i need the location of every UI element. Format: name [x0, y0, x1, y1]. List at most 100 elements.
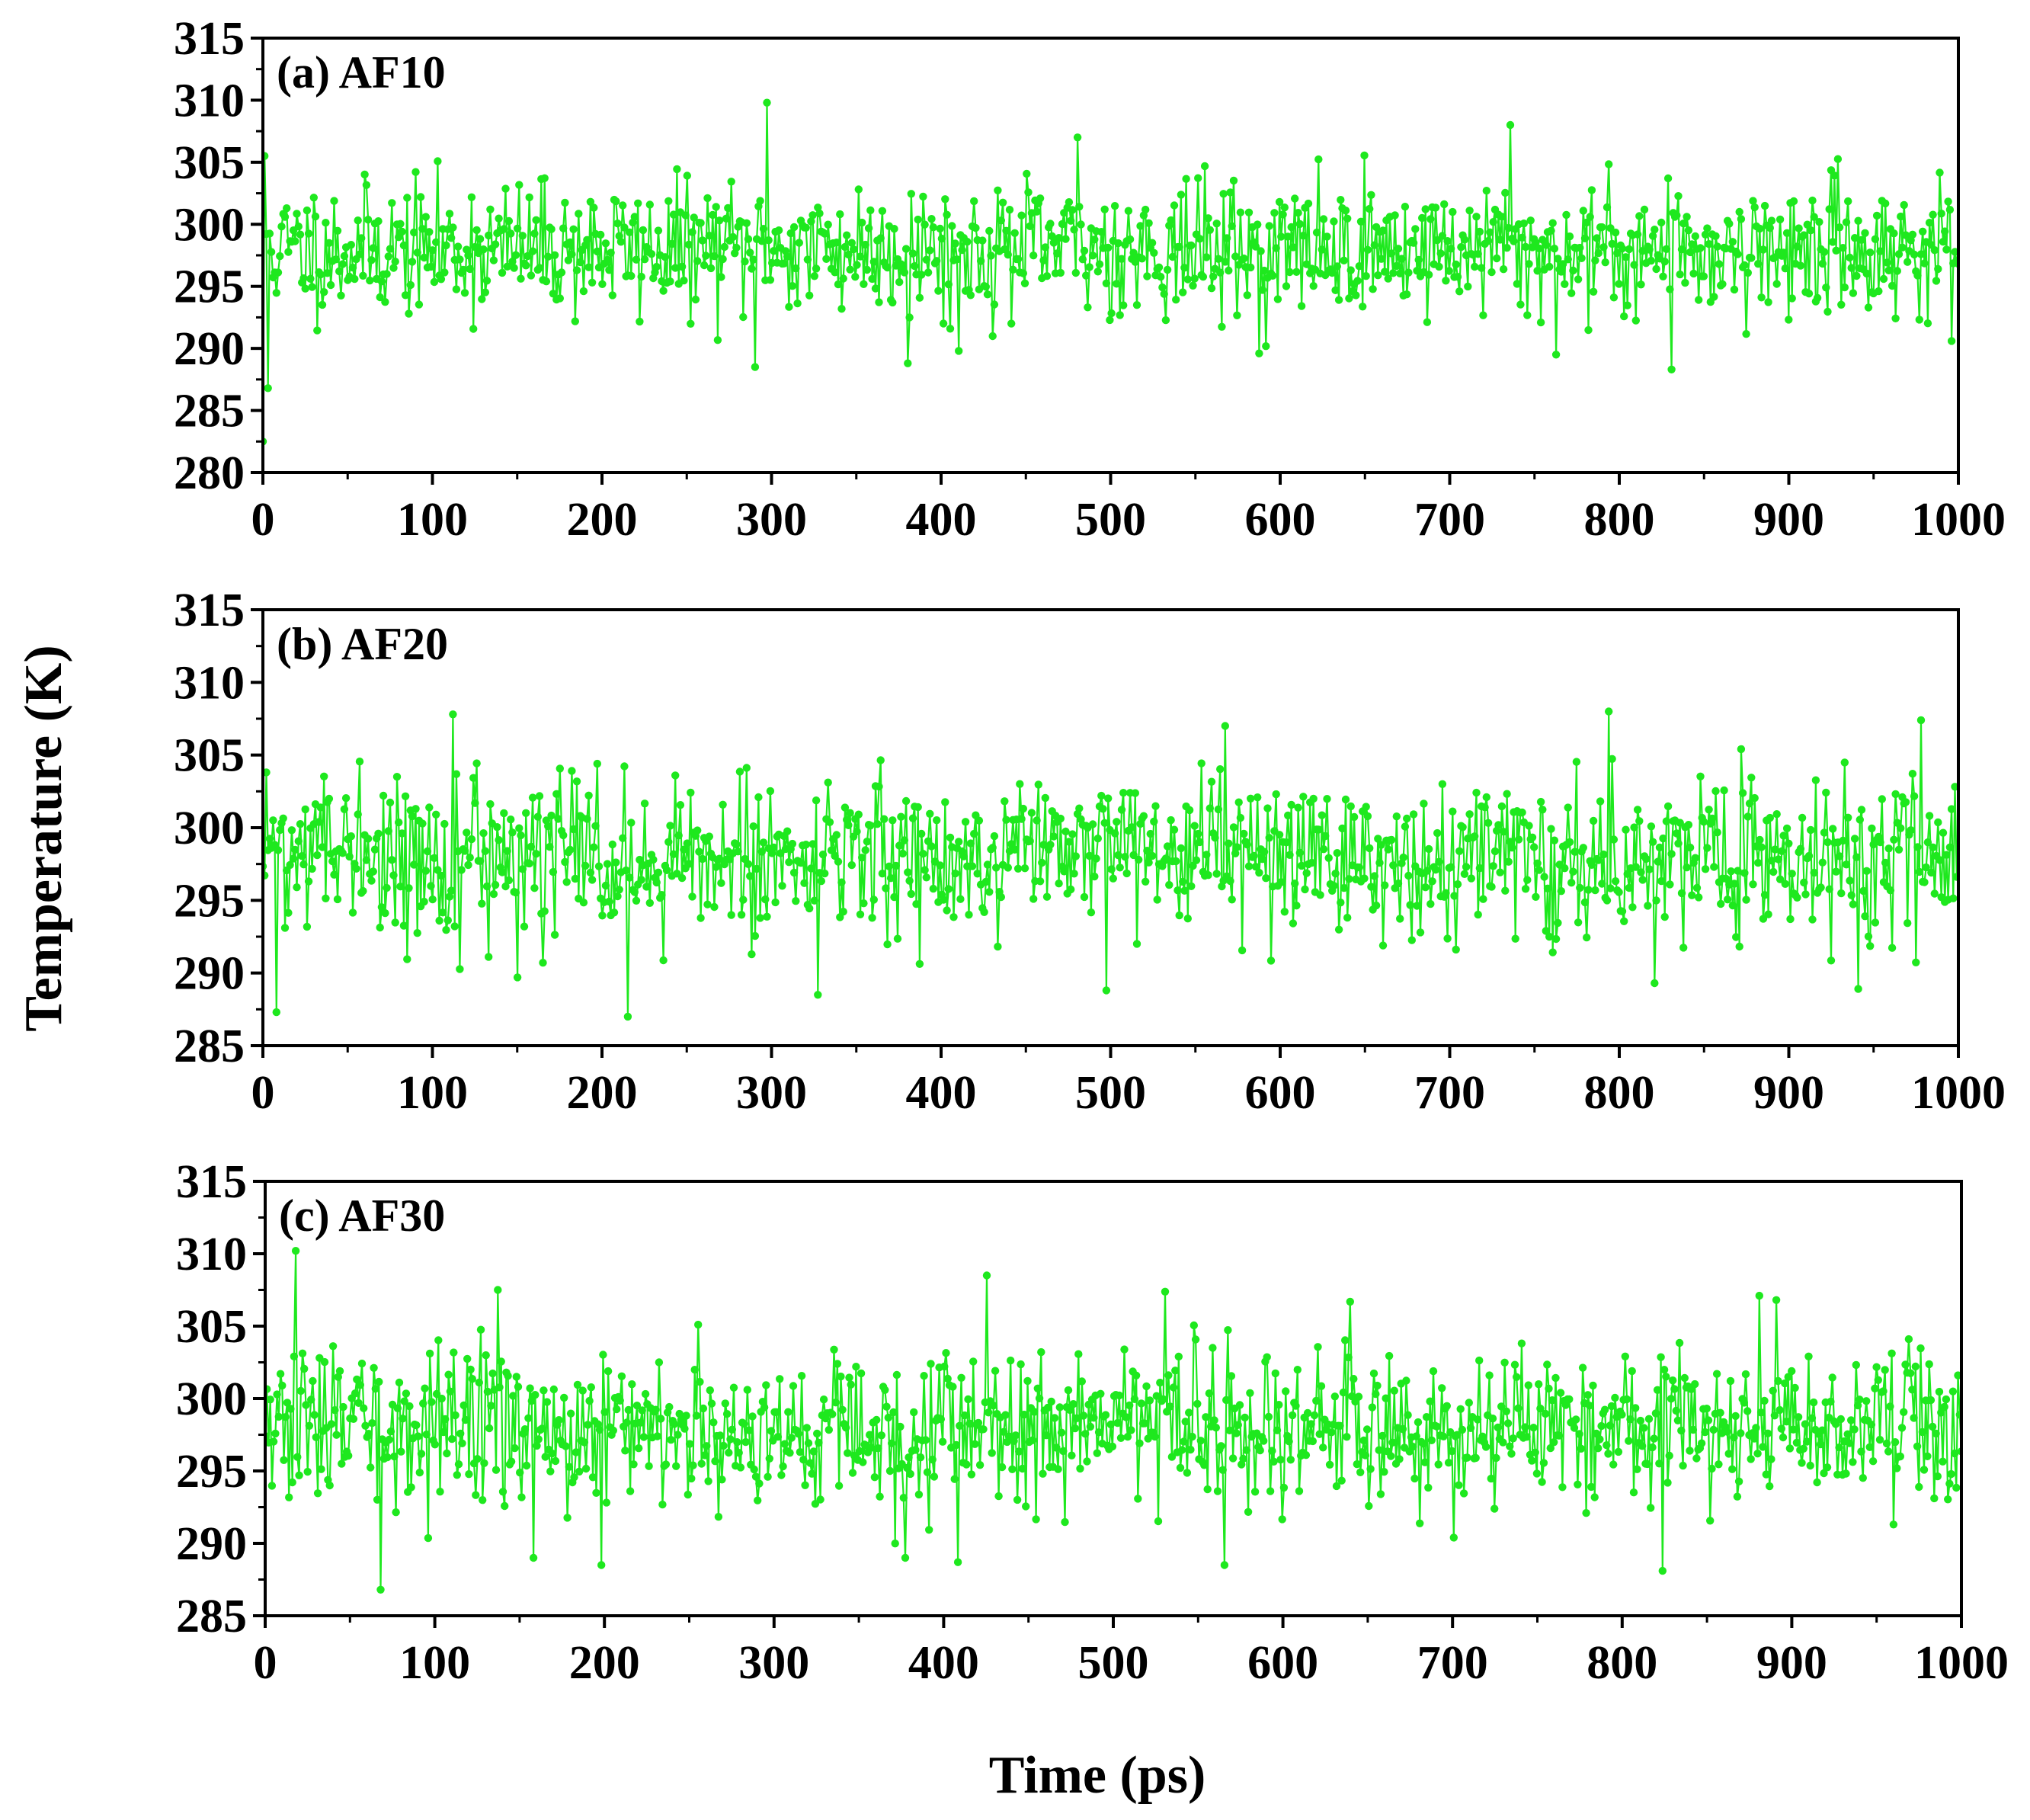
data-point — [1387, 835, 1396, 844]
data-point — [1876, 247, 1884, 255]
data-point — [1123, 1433, 1132, 1441]
data-point — [985, 1408, 993, 1417]
data-point — [777, 1471, 786, 1479]
data-point — [1706, 1517, 1715, 1525]
data-point — [1075, 804, 1084, 812]
data-point — [309, 1376, 317, 1386]
data-point — [355, 758, 364, 766]
data-point — [1262, 342, 1270, 351]
data-point — [917, 271, 926, 279]
data-point — [1660, 912, 1669, 921]
data-point — [1947, 337, 1956, 345]
data-point — [276, 825, 284, 835]
data-point — [1541, 1409, 1550, 1418]
data-point — [610, 908, 619, 917]
data-point — [1403, 814, 1411, 823]
data-point — [1275, 831, 1284, 839]
data-point — [1689, 269, 1698, 278]
data-point — [1723, 896, 1732, 904]
data-point — [1561, 280, 1569, 288]
data-point — [1945, 1479, 1954, 1488]
data-point — [1533, 859, 1542, 868]
data-point — [1471, 262, 1479, 271]
data-point — [1578, 1363, 1587, 1372]
data-point — [751, 363, 760, 371]
data-point — [301, 805, 309, 814]
data-point — [598, 912, 607, 920]
data-point — [266, 1395, 274, 1404]
data-point — [1847, 891, 1855, 899]
data-point — [1669, 1376, 1677, 1385]
data-point — [937, 1415, 946, 1424]
data-point — [848, 1469, 857, 1477]
data-point — [1207, 777, 1216, 786]
data-point — [290, 1352, 299, 1361]
data-point — [427, 882, 435, 890]
data-point — [992, 864, 1001, 872]
data-point — [1494, 821, 1503, 829]
data-point — [1218, 1466, 1227, 1475]
data-point — [1150, 248, 1158, 257]
data-point — [627, 819, 636, 827]
x-tick-label: 1000 — [1911, 1067, 2006, 1119]
data-point — [1151, 1432, 1159, 1441]
data-point — [453, 242, 463, 251]
data-point — [1122, 1413, 1130, 1421]
data-point — [501, 1501, 509, 1511]
y-tick-label: 310 — [174, 657, 245, 709]
data-point — [1070, 226, 1078, 234]
data-point — [749, 255, 757, 264]
data-point — [666, 277, 674, 286]
data-point — [1638, 876, 1647, 884]
data-point — [1452, 260, 1460, 269]
data-point — [1093, 1449, 1102, 1457]
data-point — [531, 1391, 540, 1399]
data-point — [333, 226, 342, 235]
data-point — [1066, 1405, 1074, 1415]
data-point — [1901, 231, 1910, 239]
data-point — [581, 861, 590, 870]
data-point — [1651, 226, 1659, 234]
data-point — [806, 1459, 815, 1467]
data-point — [1100, 205, 1109, 213]
data-point — [1832, 246, 1840, 255]
data-point — [1419, 1440, 1427, 1448]
data-point — [515, 181, 524, 189]
data-point — [272, 289, 280, 297]
data-point — [1334, 925, 1343, 934]
data-point — [576, 258, 584, 267]
data-point — [1263, 1353, 1271, 1361]
data-point — [508, 828, 517, 837]
data-point — [630, 213, 639, 221]
data-point — [854, 185, 863, 194]
data-point — [434, 157, 442, 165]
data-point — [1247, 263, 1255, 272]
data-point — [1609, 835, 1619, 844]
data-point — [1908, 230, 1917, 239]
data-point — [386, 798, 395, 807]
data-point — [1482, 793, 1491, 802]
data-point — [1175, 911, 1183, 920]
data-point — [1065, 838, 1074, 846]
data-point — [1004, 864, 1013, 872]
data-point — [1747, 774, 1756, 782]
data-point — [471, 242, 479, 252]
data-point — [1213, 1487, 1222, 1495]
data-point — [1849, 289, 1858, 297]
data-point — [1416, 1519, 1424, 1528]
data-point — [868, 274, 876, 284]
data-point — [1055, 1403, 1065, 1411]
data-point — [1526, 216, 1535, 225]
data-point — [700, 261, 709, 270]
data-point — [1728, 901, 1737, 910]
data-point — [1258, 286, 1267, 294]
data-point — [569, 825, 578, 834]
data-point — [1343, 214, 1352, 223]
data-point — [420, 897, 428, 906]
data-point — [283, 1399, 292, 1407]
data-point — [504, 216, 514, 226]
data-point — [1449, 207, 1457, 216]
y-tick-label: 295 — [176, 1446, 247, 1498]
data-point — [463, 828, 471, 837]
data-point — [990, 300, 999, 309]
